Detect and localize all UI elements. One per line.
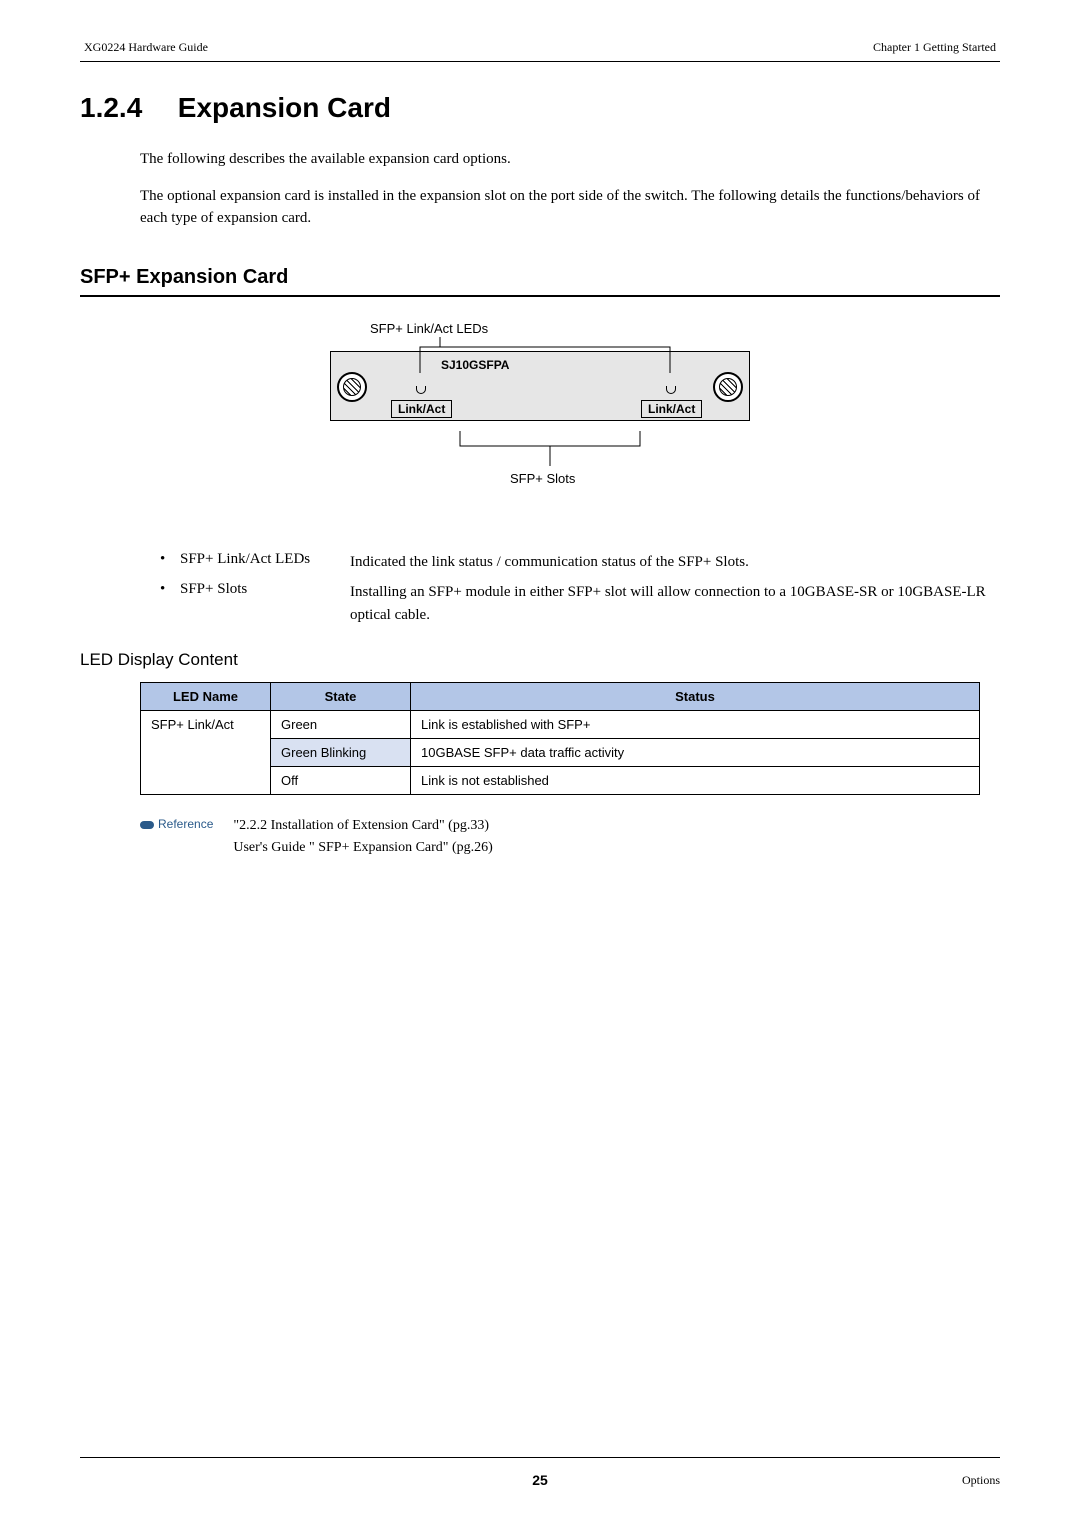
- leader-lines: [310, 321, 770, 521]
- led-section-title: LED Display Content: [80, 650, 1000, 670]
- diagram-bottom-label: SFP+ Slots: [510, 471, 575, 486]
- table-header-row: LED Name State Status: [141, 683, 980, 711]
- header-right: Chapter 1 Getting Started: [873, 40, 996, 55]
- reference-lines: "2.2.2 Installation of Extension Card" (…: [233, 815, 492, 860]
- definition-desc: Installing an SFP+ module in either SFP+…: [350, 581, 1000, 626]
- led-table: LED Name State Status SFP+ Link/Act Gree…: [140, 682, 980, 795]
- footer-rule: [80, 1457, 1000, 1458]
- subheading-rule: [80, 295, 1000, 297]
- reference-bullet-icon: [140, 821, 154, 829]
- intro-para-1: The following describes the available ex…: [140, 148, 1000, 171]
- section-title: Expansion Card: [178, 92, 391, 123]
- cell-state: Green: [271, 711, 411, 739]
- section-number: 1.2.4: [80, 92, 170, 124]
- definition-row: • SFP+ Link/Act LEDs Indicated the link …: [160, 551, 1000, 574]
- cell-state: Off: [271, 767, 411, 795]
- bullet-icon: •: [160, 581, 180, 626]
- cell-led-name: SFP+ Link/Act: [141, 711, 271, 795]
- reference-line: User's Guide " SFP+ Expansion Card" (pg.…: [233, 837, 492, 859]
- reference-line: "2.2.2 Installation of Extension Card" (…: [233, 815, 492, 837]
- cell-state: Green Blinking: [271, 739, 411, 767]
- definition-list: • SFP+ Link/Act LEDs Indicated the link …: [160, 551, 1000, 627]
- definition-row: • SFP+ Slots Installing an SFP+ module i…: [160, 581, 1000, 626]
- col-led-name: LED Name: [141, 683, 271, 711]
- page-number: 25: [0, 1472, 1080, 1488]
- col-state: State: [271, 683, 411, 711]
- header-left: XG0224 Hardware Guide: [84, 40, 208, 55]
- definition-term: SFP+ Slots: [180, 581, 350, 626]
- definition-desc: Indicated the link status / communicatio…: [350, 551, 1000, 574]
- intro-para-2: The optional expansion card is installed…: [140, 185, 1000, 230]
- footer-right: Options: [962, 1473, 1000, 1488]
- page-header: XG0224 Hardware Guide Chapter 1 Getting …: [80, 40, 1000, 55]
- cell-status: 10GBASE SFP+ data traffic activity: [411, 739, 980, 767]
- bullet-icon: •: [160, 551, 180, 574]
- expansion-card-diagram: SFP+ Link/Act LEDs SJ10GSFPA Link/Act Li…: [80, 321, 1000, 521]
- subheading: SFP+ Expansion Card: [80, 266, 1000, 289]
- col-status: Status: [411, 683, 980, 711]
- reference-badge: Reference: [140, 815, 213, 831]
- section-heading: 1.2.4 Expansion Card: [80, 92, 1000, 124]
- cell-status: Link is not established: [411, 767, 980, 795]
- header-rule: [80, 61, 1000, 62]
- reference-block: Reference "2.2.2 Installation of Extensi…: [140, 815, 1000, 860]
- table-row: SFP+ Link/Act Green Link is established …: [141, 711, 980, 739]
- definition-term: SFP+ Link/Act LEDs: [180, 551, 350, 574]
- reference-badge-text: Reference: [158, 817, 213, 831]
- cell-status: Link is established with SFP+: [411, 711, 980, 739]
